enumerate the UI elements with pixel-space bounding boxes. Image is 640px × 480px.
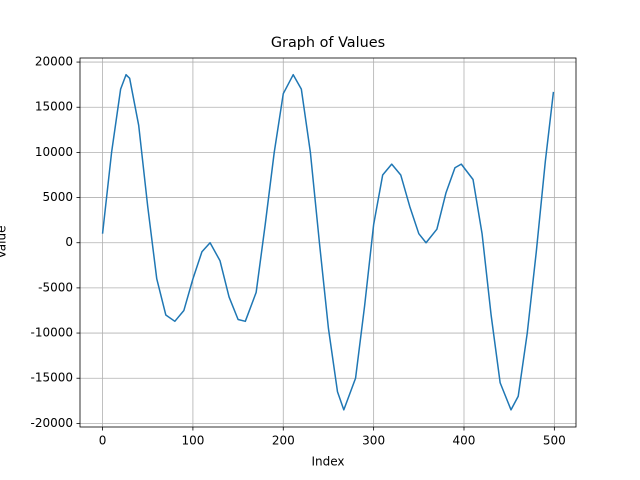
- x-axis-label: Index: [311, 455, 344, 469]
- plot-frame: [79, 57, 577, 428]
- x-tick-label: 100: [181, 434, 204, 448]
- x-tick-label: 500: [543, 434, 566, 448]
- y-axis-label: Value: [0, 226, 9, 259]
- y-tick-label: 10000: [35, 145, 73, 159]
- y-tick-label: 0: [65, 235, 73, 249]
- y-tick-label: 5000: [42, 190, 73, 204]
- x-tick-label: 400: [453, 434, 476, 448]
- x-tick-label: 200: [272, 434, 295, 448]
- y-tick-label: 20000: [35, 55, 73, 69]
- y-tick-label: -20000: [30, 416, 73, 430]
- line: [101, 73, 555, 411]
- chart-title: Graph of Values: [271, 35, 385, 51]
- y-tick-label: 15000: [35, 100, 73, 114]
- y-tick-label: -5000: [38, 280, 73, 294]
- x-tick-label: 0: [99, 434, 107, 448]
- y-tick-label: -10000: [30, 326, 73, 340]
- y-tick-label: -15000: [30, 371, 73, 385]
- x-tick-label: 300: [362, 434, 385, 448]
